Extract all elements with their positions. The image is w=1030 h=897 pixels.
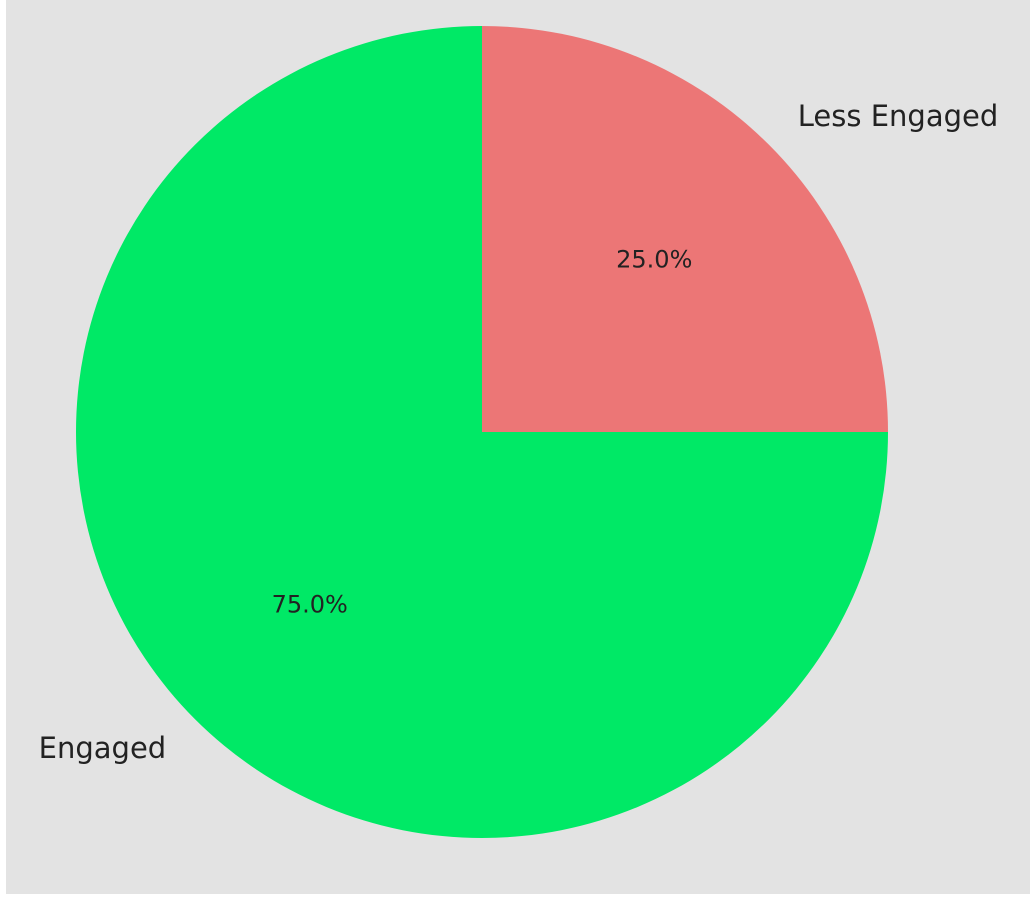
pie-slice-engaged bbox=[76, 26, 888, 838]
slice-label-less-engaged: Less Engaged bbox=[798, 99, 998, 133]
pct-label-engaged: 75.0% bbox=[272, 590, 348, 618]
pie-labels: 25.0% Less Engaged 75.0% Engaged bbox=[39, 99, 999, 765]
pie-slices bbox=[76, 26, 888, 838]
pct-label-less-engaged: 25.0% bbox=[616, 246, 692, 274]
slice-label-engaged: Engaged bbox=[39, 731, 167, 765]
pie-slice-less-engaged bbox=[482, 26, 888, 432]
